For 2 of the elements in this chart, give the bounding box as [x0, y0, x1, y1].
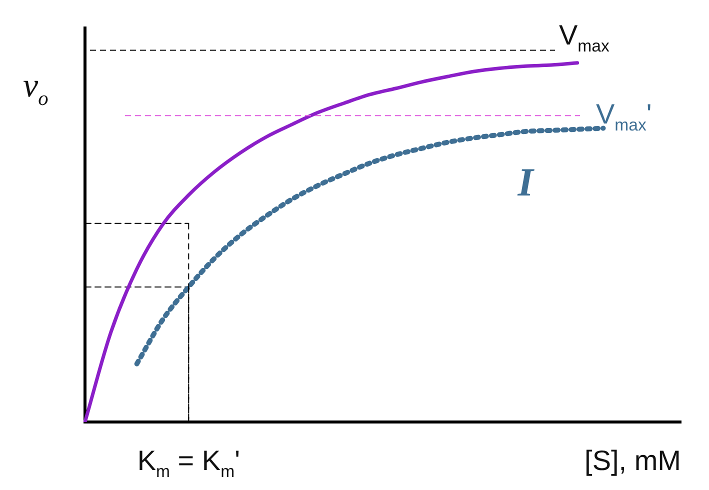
annotation: I: [516, 160, 535, 205]
x-axis-title: [S], mM: [584, 445, 682, 476]
